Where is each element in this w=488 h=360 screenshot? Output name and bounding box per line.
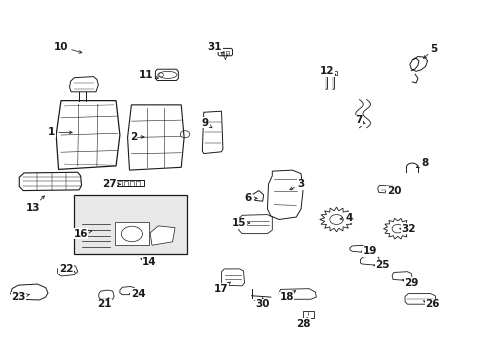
Text: 28: 28 xyxy=(295,318,309,329)
Bar xyxy=(225,50,229,55)
Polygon shape xyxy=(218,48,232,56)
Bar xyxy=(74,195,186,254)
Polygon shape xyxy=(99,290,114,299)
Text: 3: 3 xyxy=(289,179,304,190)
Text: 29: 29 xyxy=(402,278,418,288)
Bar xyxy=(118,181,122,186)
Text: 31: 31 xyxy=(207,42,223,53)
Text: 9: 9 xyxy=(201,118,211,128)
Polygon shape xyxy=(202,111,223,154)
Text: 11: 11 xyxy=(139,70,158,80)
Text: 12: 12 xyxy=(319,66,335,76)
Polygon shape xyxy=(279,289,316,299)
Polygon shape xyxy=(377,185,393,193)
Text: 26: 26 xyxy=(423,299,439,309)
Polygon shape xyxy=(58,264,78,276)
Text: 27: 27 xyxy=(102,179,120,189)
Text: 2: 2 xyxy=(129,132,144,142)
Text: 19: 19 xyxy=(361,246,376,256)
Text: 25: 25 xyxy=(373,260,389,270)
Text: 16: 16 xyxy=(73,229,91,239)
Polygon shape xyxy=(19,172,81,190)
Bar xyxy=(124,181,128,186)
Text: 8: 8 xyxy=(415,158,427,168)
Bar xyxy=(220,50,224,55)
Polygon shape xyxy=(404,294,435,304)
Polygon shape xyxy=(383,219,411,239)
Polygon shape xyxy=(69,77,98,92)
Bar xyxy=(115,222,148,245)
Bar xyxy=(329,71,336,75)
Text: 24: 24 xyxy=(129,289,145,298)
Text: 20: 20 xyxy=(385,186,401,196)
Text: 7: 7 xyxy=(354,115,365,125)
Polygon shape xyxy=(349,245,365,252)
Polygon shape xyxy=(319,207,352,232)
Text: 14: 14 xyxy=(141,257,157,267)
Text: 18: 18 xyxy=(279,291,295,302)
Bar xyxy=(303,311,313,318)
Polygon shape xyxy=(150,226,175,245)
Polygon shape xyxy=(360,256,379,265)
Polygon shape xyxy=(120,287,135,294)
Text: 13: 13 xyxy=(25,196,44,212)
Text: 21: 21 xyxy=(97,298,112,309)
Text: 32: 32 xyxy=(399,224,415,234)
Text: 23: 23 xyxy=(11,292,29,302)
Text: 4: 4 xyxy=(340,213,352,223)
Text: 6: 6 xyxy=(244,193,257,203)
Text: 15: 15 xyxy=(231,218,249,228)
Text: 17: 17 xyxy=(214,282,230,294)
Bar xyxy=(114,180,143,186)
Bar xyxy=(322,71,328,75)
Text: 30: 30 xyxy=(255,298,269,309)
Polygon shape xyxy=(56,100,120,170)
Polygon shape xyxy=(155,69,178,81)
Text: 22: 22 xyxy=(59,264,75,274)
Polygon shape xyxy=(11,284,48,300)
Bar xyxy=(130,181,134,186)
Polygon shape xyxy=(221,269,244,286)
Text: 10: 10 xyxy=(54,42,82,53)
Polygon shape xyxy=(238,215,272,234)
Text: 5: 5 xyxy=(423,44,437,58)
Polygon shape xyxy=(267,170,303,220)
Bar xyxy=(136,181,140,186)
Polygon shape xyxy=(127,105,184,170)
Text: 1: 1 xyxy=(48,127,72,138)
Polygon shape xyxy=(391,272,411,280)
